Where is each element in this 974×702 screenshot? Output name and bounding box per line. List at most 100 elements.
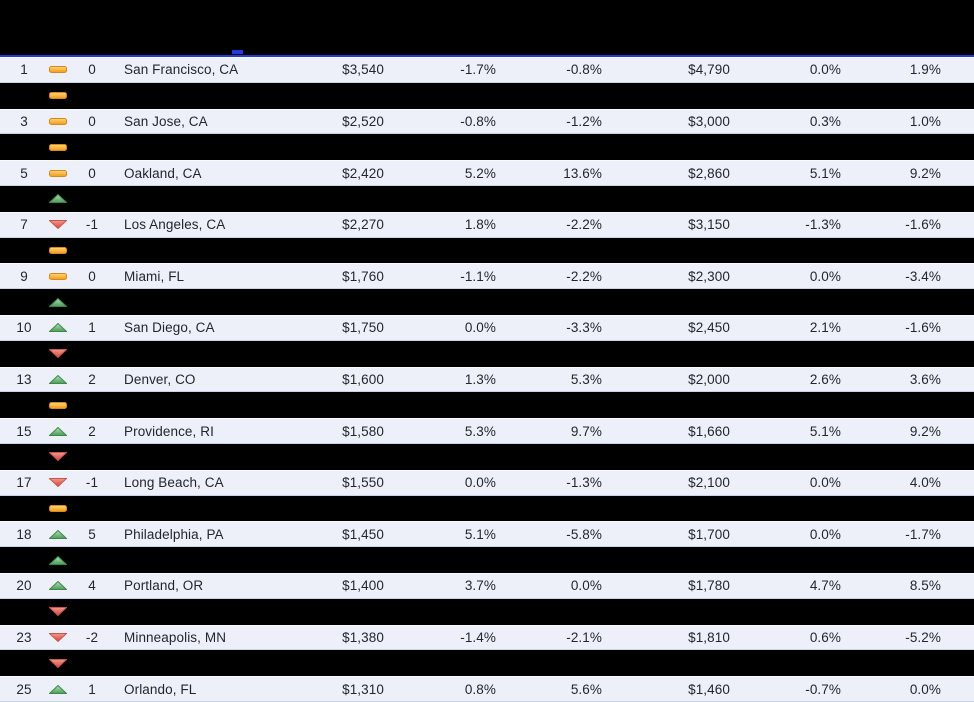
two-br-price-cell: $4,790 <box>688 62 730 78</box>
rank-cell: 10 <box>16 320 32 336</box>
two-br-yoy-cell: 0.0% <box>909 681 941 697</box>
one-br-mom-cell: 3.7% <box>464 578 496 594</box>
two-br-yoy-cell: 9.2% <box>909 165 941 181</box>
rank-cell: 7 <box>20 217 28 233</box>
rank-cell: 3 <box>20 113 28 129</box>
one-br-yoy-cell: 13.6% <box>563 165 602 181</box>
table-row: 5 0 Oakland, CA $2,420 5.2% 13.6% $2,860 5.1% 9… <box>0 160 974 186</box>
one-br-mom-cell: 5.2% <box>464 165 496 181</box>
trend-cell <box>38 117 74 125</box>
table-row-redacted <box>0 392 974 419</box>
two-br-price-cell: $2,100 <box>688 475 730 491</box>
trend-cell <box>38 297 74 307</box>
one-br-yoy-cell: -1.3% <box>566 475 602 491</box>
one-br-price-cell: $2,520 <box>342 113 384 129</box>
two-br-mom-cell: 0.0% <box>809 475 841 491</box>
trend-cell <box>38 607 74 617</box>
trend-cell <box>38 658 74 668</box>
one-br-price-cell: $2,420 <box>342 165 384 181</box>
table-row: 9 0 Miami, FL $1,760 -1.1% -2.2% $2,300 0.0% -3… <box>0 263 974 290</box>
one-br-yoy-cell: 5.6% <box>570 681 602 697</box>
one-br-mom-cell: 0.0% <box>464 475 496 491</box>
table-row: 1 0 San Francisco, CA $3,540 -1.7% -0.8% $4,7… <box>0 57 974 83</box>
trend-up-icon <box>49 426 67 436</box>
table-row: 3 0 San Jose, CA $2,520 -0.8% -1.2% $3,000 0.3… <box>0 108 974 135</box>
trend-up-icon <box>49 529 67 539</box>
trend-down-icon <box>49 349 67 359</box>
table-row: 7 -1 Los Angeles, CA $2,270 1.8% -2.2% $3,150… <box>0 211 974 238</box>
trend-cell <box>38 272 74 280</box>
rank-change-cell: 0 <box>88 268 96 284</box>
table-row-redacted <box>0 340 974 367</box>
rank-cell: 20 <box>16 578 32 594</box>
two-br-yoy-cell: 8.5% <box>909 578 941 594</box>
table-row-redacted <box>0 650 974 677</box>
one-br-price-cell: $1,380 <box>342 629 384 645</box>
table-row-redacted <box>0 547 974 573</box>
trend-up-icon <box>49 581 67 591</box>
table-row-redacted <box>0 185 974 212</box>
one-br-price-cell: $1,760 <box>342 268 384 284</box>
sort-indicator <box>232 50 243 54</box>
one-br-mom-cell: -1.4% <box>460 629 496 645</box>
trend-flat-icon <box>49 92 67 100</box>
two-br-yoy-cell: -3.4% <box>905 268 941 284</box>
rank-cell: 18 <box>16 526 32 542</box>
rank-change-cell: 2 <box>88 423 96 439</box>
two-br-price-cell: $2,000 <box>688 371 730 387</box>
trend-down-icon <box>49 220 67 230</box>
rank-cell: 17 <box>16 475 32 491</box>
one-br-price-cell: $3,540 <box>342 62 384 78</box>
city-cell: San Francisco, CA <box>124 62 239 78</box>
two-br-price-cell: $2,860 <box>688 165 730 181</box>
one-br-price-cell: $1,450 <box>342 526 384 542</box>
two-br-price-cell: $1,460 <box>688 681 730 697</box>
trend-cell <box>38 66 74 74</box>
two-br-mom-cell: 0.0% <box>809 268 841 284</box>
table-row: 15 2 Providence, RI $1,580 5.3% 9.7% $1,660 5.… <box>0 418 974 444</box>
one-br-yoy-cell: -2.2% <box>566 217 602 233</box>
one-br-price-cell: $1,600 <box>342 371 384 387</box>
trend-cell <box>38 401 74 409</box>
trend-cell <box>38 220 74 230</box>
one-br-mom-cell: -1.7% <box>460 62 496 78</box>
city-cell: Providence, RI <box>124 423 214 439</box>
trend-flat-icon <box>49 169 67 177</box>
city-cell: Portland, OR <box>124 578 204 594</box>
rank-change-cell: 0 <box>88 165 96 181</box>
one-br-yoy-cell: 9.7% <box>570 423 602 439</box>
table-row: 23 -2 Minneapolis, MN $1,380 -1.4% -2.1% $1,8… <box>0 624 974 651</box>
trend-cell <box>38 684 74 694</box>
trend-down-icon <box>49 658 67 668</box>
trend-cell <box>38 478 74 488</box>
two-br-price-cell: $3,150 <box>688 217 730 233</box>
trend-cell <box>38 143 74 151</box>
two-br-yoy-cell: 3.6% <box>909 371 941 387</box>
table-row-redacted <box>0 237 974 264</box>
trend-flat-icon <box>49 504 67 512</box>
one-br-price-cell: $1,400 <box>342 578 384 594</box>
two-br-mom-cell: 5.1% <box>809 423 841 439</box>
rank-change-cell: -1 <box>85 217 99 233</box>
trend-up-icon <box>49 297 67 307</box>
one-br-yoy-cell: -2.2% <box>566 268 602 284</box>
two-br-price-cell: $2,300 <box>688 268 730 284</box>
trend-cell <box>38 632 74 642</box>
report-table-body: 1 0 San Francisco, CA $3,540 -1.7% -0.8% $4,7… <box>0 57 974 702</box>
two-br-yoy-cell: -5.2% <box>905 629 941 645</box>
rank-change-cell: 4 <box>88 578 96 594</box>
two-br-yoy-cell: -1.7% <box>905 526 941 542</box>
rank-cell: 9 <box>20 268 28 284</box>
one-br-yoy-cell: -5.8% <box>566 526 602 542</box>
one-br-mom-cell: 0.8% <box>464 681 496 697</box>
city-cell: Miami, FL <box>124 268 185 284</box>
rank-change-cell: 0 <box>88 62 96 78</box>
one-br-price-cell: $2,270 <box>342 217 384 233</box>
city-cell: Philadelphia, PA <box>124 526 224 542</box>
rank-change-cell: -1 <box>85 475 99 491</box>
trend-cell <box>38 374 74 384</box>
rank-change-cell: 2 <box>88 371 96 387</box>
trend-down-icon <box>49 452 67 462</box>
table-row-redacted <box>0 289 974 315</box>
two-br-mom-cell: 2.6% <box>809 371 841 387</box>
